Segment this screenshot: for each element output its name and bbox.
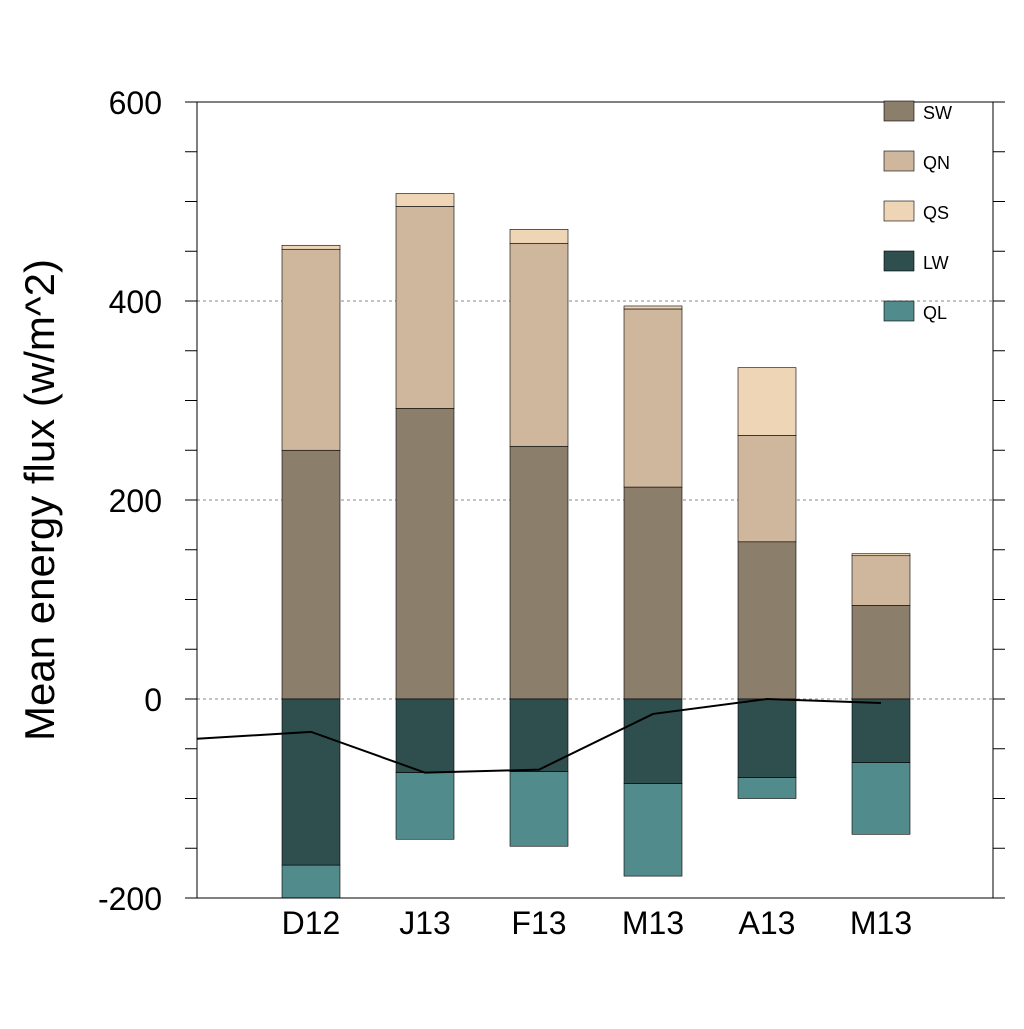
bar-lw [623,698,683,784]
legend-swatch-sw [883,100,915,122]
legend-label-sw: SW [923,103,952,123]
x-tick-label: F13 [511,905,566,941]
legend: SW QN QS LW QL [883,100,952,323]
legend-swatch-qs [883,200,915,222]
legend-label-qs: QS [923,203,949,223]
bar-sw [281,449,341,700]
bar-ql [851,762,911,835]
bar-ql [737,777,797,799]
bar-qs [395,193,455,207]
bar-ql [509,771,569,847]
bar-lw [737,698,797,778]
bar-lw [395,698,455,773]
y-tick-labels: 600 400 200 0 -200 [98,85,162,917]
bar-qs [623,305,683,310]
bar-qs [737,367,797,436]
bar-sw [395,408,455,700]
legend-label-lw: LW [923,253,949,273]
bar-qn [623,308,683,488]
y-axis-label: Mean energy flux (w/m^2) [16,259,63,741]
legend-label-qn: QN [923,153,950,173]
legend-label-ql: QL [923,303,947,323]
bar-qn [737,435,797,543]
x-tick-label: M13 [622,905,684,941]
x-tick-label: M13 [850,905,912,941]
y-tick-label: 0 [144,682,162,718]
bar-sw [737,541,797,700]
axis-ticks [185,101,1005,899]
bar-lw [851,698,911,763]
bar-qs [281,244,341,250]
bars [281,193,911,899]
y-tick-label: 200 [109,483,162,519]
bar-sw [509,445,569,700]
legend-swatch-lw [883,250,915,272]
bar-qn [395,206,455,409]
bar-qs [851,553,911,557]
bar-qs [509,229,569,244]
x-tick-label: A13 [739,905,796,941]
x-tick-labels: D12 J13 F13 M13 A13 M13 [282,905,912,941]
bar-ql [623,783,683,877]
bar-sw [623,486,683,700]
x-tick-label: D12 [282,905,341,941]
net-flux-line [196,697,882,774]
bar-qn [851,555,911,606]
x-tick-label: J13 [399,905,451,941]
bar-lw [281,698,341,866]
bar-ql [281,864,341,899]
bar-sw [851,605,911,700]
legend-swatch-ql [883,300,915,322]
y-tick-label: 600 [109,85,162,121]
y-tick-label: 400 [109,284,162,320]
bar-qn [281,248,341,451]
bar-qn [509,242,569,447]
y-tick-label: -200 [98,881,162,917]
bar-ql [395,772,455,840]
legend-swatch-qn [883,150,915,172]
